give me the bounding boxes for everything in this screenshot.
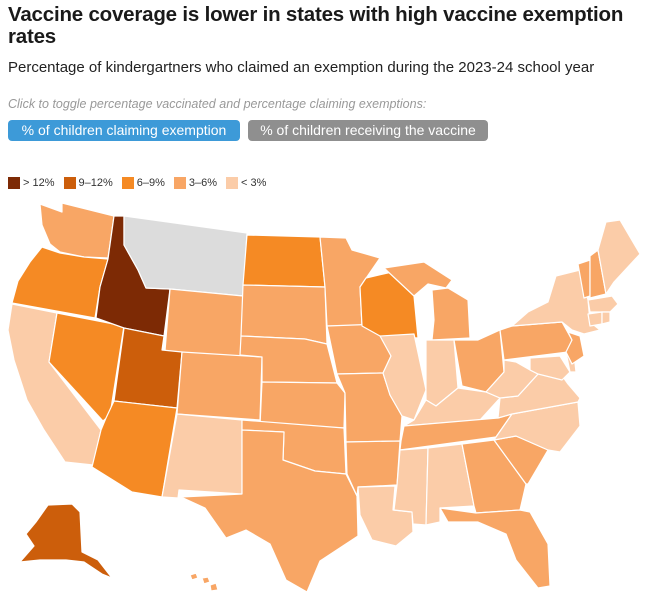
state-ct[interactable] xyxy=(587,311,603,327)
state-il[interactable] xyxy=(379,333,427,421)
state-ri[interactable] xyxy=(601,311,611,325)
legend-label: 6–9% xyxy=(136,177,165,189)
legend-label: > 12% xyxy=(23,177,55,189)
legend-item-6-9: 6–9% xyxy=(121,176,165,190)
legend-item-3-6: 3–6% xyxy=(173,176,218,190)
state-tx[interactable] xyxy=(180,429,359,593)
state-ks[interactable] xyxy=(259,381,346,429)
chart-title: Vaccine coverage is lower in states with… xyxy=(8,3,624,48)
legend-swatch xyxy=(63,177,76,189)
toggle-hint: Click to toggle percentage vaccinated an… xyxy=(8,97,427,111)
legend-swatch xyxy=(8,177,20,189)
state-ma[interactable] xyxy=(587,295,619,313)
legend-swatch xyxy=(226,177,239,189)
legend-label: 9–12% xyxy=(78,177,113,189)
legend-item-9-12: 9–12% xyxy=(63,176,113,190)
legend-item-over-12: > 12% xyxy=(8,176,55,190)
state-mi[interactable] xyxy=(383,261,471,341)
state-nj[interactable] xyxy=(565,331,585,365)
legend-swatch xyxy=(121,177,134,189)
state-ny[interactable] xyxy=(511,269,601,335)
state-nd[interactable] xyxy=(242,234,326,288)
state-sd[interactable] xyxy=(240,284,328,345)
state-la[interactable] xyxy=(357,485,414,547)
state-co[interactable] xyxy=(176,351,263,421)
state-md[interactable] xyxy=(529,355,571,381)
state-hi[interactable] xyxy=(189,572,219,592)
vaccine-toggle-button[interactable]: % of children receiving the vaccine xyxy=(248,120,488,141)
state-me[interactable] xyxy=(597,219,641,295)
legend-item-under-3: < 3% xyxy=(226,176,266,190)
legend: > 12% 9–12% 6–9% 3–6% < 3% xyxy=(8,176,275,190)
exemption-toggle-button[interactable]: % of children claiming exemption xyxy=(8,120,240,141)
chart-subtitle: Percentage of kindergartners who claimed… xyxy=(8,59,595,76)
legend-label: < 3% xyxy=(241,177,267,189)
state-az[interactable] xyxy=(91,400,178,498)
state-ak[interactable] xyxy=(19,503,113,579)
legend-swatch xyxy=(173,177,186,189)
legend-label: 3–6% xyxy=(188,177,218,189)
state-fl[interactable] xyxy=(439,507,551,589)
state-pa[interactable] xyxy=(499,321,573,361)
state-wy[interactable] xyxy=(164,288,244,359)
